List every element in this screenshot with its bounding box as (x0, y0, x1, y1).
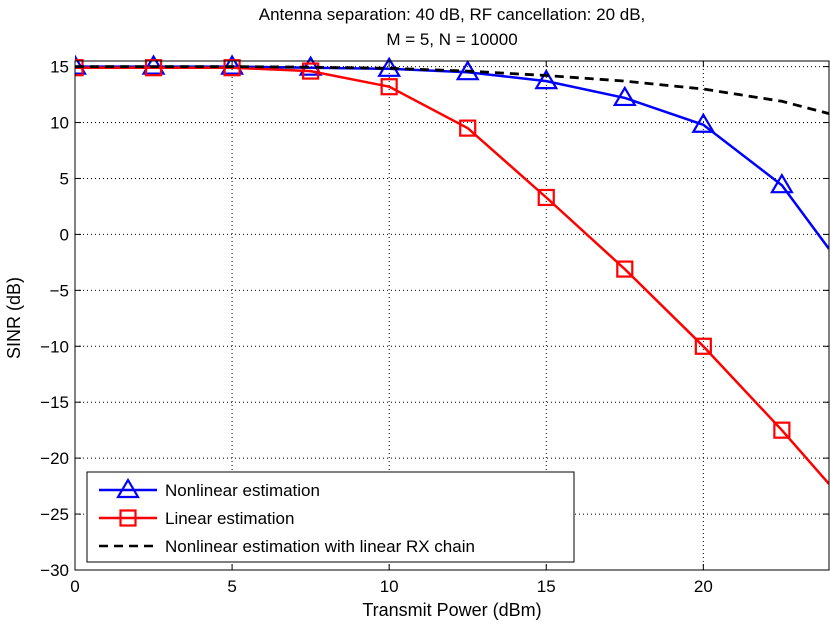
data-point-nonlinear-estimation (220, 54, 245, 75)
data-point-linear-estimation (773, 421, 791, 439)
legend-item-linear-estimation: Linear estimation (99, 509, 294, 528)
legend-marker (119, 509, 137, 527)
series-line-linear-estimation (75, 66, 829, 485)
data-series (75, 54, 829, 485)
data-point-linear-estimation (302, 62, 320, 80)
data-point-nonlinear-estimation (612, 85, 637, 107)
data-point-linear-estimation (459, 119, 477, 137)
legend-label: Nonlinear estimation with linear RX chai… (165, 537, 475, 556)
data-point-linear-estimation (616, 260, 634, 278)
series-nonlinear-estimation (75, 54, 829, 250)
legend-item-nonlinear-estimation-with-linear-rx-chain: Nonlinear estimation with linear RX chai… (99, 537, 475, 556)
y-tick-label: 10 (50, 114, 69, 133)
legend: Nonlinear estimation Linear estimation Non… (86, 471, 575, 563)
y-tick-label: −5 (50, 281, 69, 300)
legend-label: Nonlinear estimation (165, 481, 320, 500)
data-point-linear-estimation (380, 78, 398, 96)
y-axis-tick-labels: −30 −25 −20 −15 −10 −5 0 5 10 15 (40, 58, 69, 580)
y-tick-label: 0 (60, 225, 69, 244)
series-line-nonlinear-estimation (75, 65, 829, 250)
data-point-linear-estimation (694, 337, 712, 355)
legend-box (86, 471, 575, 563)
data-point-nonlinear-estimation (75, 54, 87, 75)
data-point-linear-estimation (144, 59, 163, 77)
chart-title-line-1: Antenna separation: 40 dB, RF cancellati… (259, 5, 646, 24)
x-axis-tick-labels: 0 5 10 15 20 (70, 577, 713, 596)
legend-item-nonlinear-estimation: Nonlinear estimation (99, 477, 320, 500)
data-point-nonlinear-estimation (769, 173, 794, 194)
x-tick-label: 5 (227, 577, 236, 596)
chart-title: Antenna separation: 40 dB, RF cancellati… (259, 5, 646, 49)
data-point-linear-estimation (223, 59, 241, 77)
series-line-nonlinear-estimation-with-linear-rx-chain (75, 65, 829, 115)
data-point-linear-estimation (537, 188, 555, 207)
x-tick-label: 10 (380, 577, 399, 596)
y-tick-label: −30 (40, 561, 69, 580)
y-axis-label: SINR (dB) (4, 277, 24, 359)
x-axis-label: Transmit Power (dBm) (362, 600, 541, 620)
series-linear-estimation (75, 59, 829, 485)
y-tick-label: −20 (40, 449, 69, 468)
y-tick-label: 15 (50, 58, 69, 77)
data-point-nonlinear-estimation (141, 54, 166, 75)
legend-label: Linear estimation (165, 509, 294, 528)
y-tick-label: 5 (60, 169, 69, 188)
y-tick-label: −10 (40, 337, 69, 356)
data-point-nonlinear-estimation (691, 112, 716, 133)
legend-marker (116, 477, 140, 499)
x-tick-label: 0 (70, 577, 79, 596)
plot-frame (74, 60, 830, 571)
x-tick-label: 15 (537, 577, 556, 596)
y-tick-label: −25 (40, 505, 69, 524)
axis-ticks (74, 61, 829, 571)
x-tick-label: 20 (694, 577, 713, 596)
chart-title-line-2: M = 5, N = 10000 (386, 30, 517, 49)
series-nonlinear-estimation-with-linear-rx-chain (75, 65, 829, 115)
y-tick-label: −15 (40, 393, 69, 412)
data-point-nonlinear-estimation (534, 68, 559, 90)
